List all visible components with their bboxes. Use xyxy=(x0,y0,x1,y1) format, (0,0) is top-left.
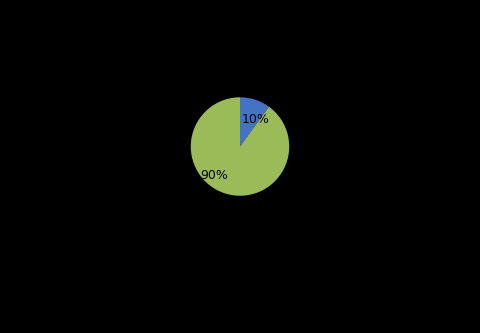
Wedge shape xyxy=(191,97,289,196)
Wedge shape xyxy=(240,107,269,147)
Wedge shape xyxy=(240,97,269,147)
Text: 10%: 10% xyxy=(241,113,269,126)
Text: 90%: 90% xyxy=(200,169,228,182)
